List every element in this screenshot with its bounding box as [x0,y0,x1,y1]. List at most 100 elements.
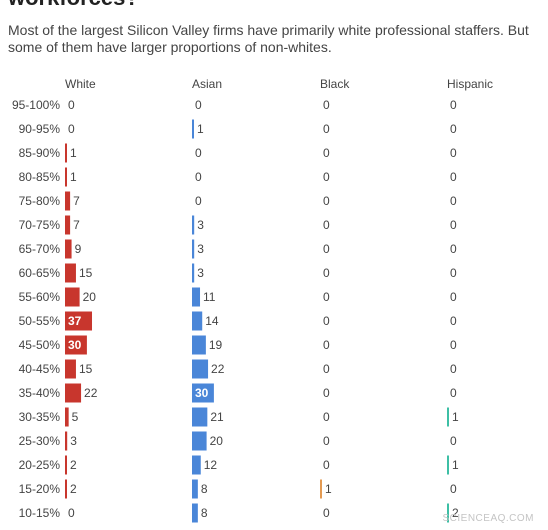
row-label: 90-95% [19,122,61,136]
bar-white [65,407,69,427]
value-label: 0 [323,410,330,424]
bar-white [65,335,87,355]
column-header-black: Black [320,77,350,91]
bar-black [320,479,322,499]
value-label: 8 [201,482,208,496]
value-label: 0 [450,266,457,280]
bar-asian [192,479,198,499]
bar-white [65,191,71,211]
value-label: 1 [325,482,332,496]
row-label: 30-35% [19,410,61,424]
row-label: 95-100% [12,98,60,112]
value-label: 0 [68,122,75,136]
bar-asian [192,239,195,259]
bar-hispanic [447,455,449,475]
value-label: 20 [83,290,97,304]
bar-asian [192,503,198,523]
value-label: 0 [450,242,457,256]
row-label: 35-40% [19,386,61,400]
row-label: 20-25% [19,458,61,472]
value-label: 15 [79,266,93,280]
value-label: 2 [70,458,77,472]
value-label: 0 [68,506,75,520]
bar-asian [192,455,201,475]
value-label: 2 [70,482,77,496]
value-label: 12 [204,458,218,472]
bar-white [65,383,82,403]
value-label: 20 [210,434,224,448]
bar-asian [192,335,206,355]
value-label: 0 [323,386,330,400]
value-label: 1 [197,122,204,136]
column-header-hispanic: Hispanic [447,77,493,91]
value-label: 8 [201,506,208,520]
row-label: 80-85% [19,170,61,184]
bar-white [65,263,76,283]
value-label: 0 [450,218,457,232]
value-label: 0 [323,314,330,328]
watermark: SCIENCEAQ.COM [442,513,534,524]
bar-white [65,359,76,379]
value-label: 0 [323,122,330,136]
column-header-white: White [65,77,96,91]
row-label: 65-70% [19,242,61,256]
column-header-asian: Asian [192,77,222,91]
chart-subtitle: Most of the largest Silicon Valley firms… [8,22,529,55]
bar-asian [192,383,214,403]
value-label: 3 [70,434,77,448]
value-label: 0 [450,122,457,136]
bar-hispanic [447,407,449,427]
value-label: 0 [450,434,457,448]
value-label: 0 [195,146,202,160]
value-label: 22 [84,386,98,400]
bar-asian [192,287,201,307]
value-label: 30 [195,386,209,400]
row-label: 25-30% [19,434,61,448]
value-label: 0 [450,338,457,352]
value-label: 0 [323,362,330,376]
value-label: 0 [323,170,330,184]
value-label: 1 [452,410,459,424]
value-label: 14 [205,314,219,328]
bar-white [65,455,67,475]
value-label: 0 [323,458,330,472]
value-label: 7 [73,218,80,232]
row-label: 70-75% [19,218,61,232]
value-label: 0 [450,386,457,400]
chart-title: workforces? [8,0,139,11]
bar-hispanic [447,503,449,523]
value-label: 7 [73,194,80,208]
value-label: 30 [68,338,82,352]
value-label: 0 [195,98,202,112]
bar-white [65,431,68,451]
value-label: 0 [450,290,457,304]
value-label: 0 [323,98,330,112]
bar-asian [192,215,195,235]
value-label: 0 [195,170,202,184]
value-label: 5 [72,410,79,424]
value-label: 0 [323,194,330,208]
value-label: 0 [323,338,330,352]
value-label: 0 [323,434,330,448]
row-label: 75-80% [19,194,61,208]
bar-asian [192,311,203,331]
value-label: 11 [203,290,216,304]
value-label: 0 [450,314,457,328]
bar-white [65,143,67,163]
bar-asian [192,431,207,451]
value-label: 3 [197,242,204,256]
value-label: 19 [209,338,223,352]
value-label: 0 [323,506,330,520]
row-label: 55-60% [19,290,61,304]
value-label: 0 [450,362,457,376]
value-label: 1 [452,458,459,472]
row-label: 15-20% [19,482,61,496]
bar-asian [192,407,208,427]
row-label: 60-65% [19,266,61,280]
value-label: 0 [450,146,457,160]
value-label: 0 [450,170,457,184]
value-label: 1 [70,146,77,160]
value-label: 37 [68,314,82,328]
value-label: 0 [323,266,330,280]
